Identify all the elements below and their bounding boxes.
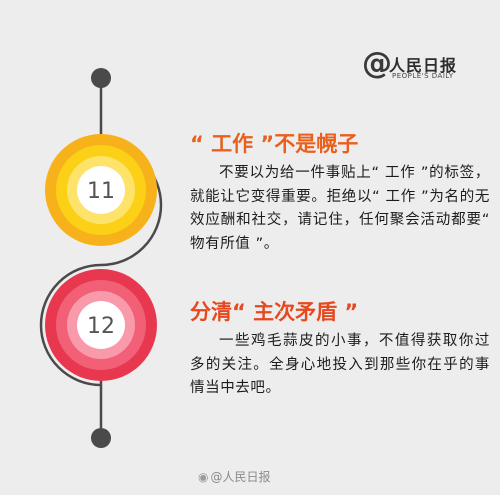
- timeline-dot-bottom: [91, 428, 111, 448]
- timeline-dot-top: [91, 68, 111, 88]
- item-11-body: 不要以为给一件事贴上“ 工作 ”的标签，就能让它变得重要。拒绝以“ 工作 ”为名…: [190, 165, 490, 252]
- weibo-icon: ◉: [198, 470, 209, 484]
- number-label-11: 11: [87, 179, 115, 204]
- number-label-12: 12: [87, 314, 115, 339]
- logo-at-symbol: @: [362, 46, 392, 81]
- weibo-watermark: ◉ @人民日报: [198, 468, 271, 485]
- number-badge-12: 12: [45, 269, 157, 381]
- number-badge-11: 11: [45, 134, 157, 246]
- item-11-heading: “ 工作 ”不是幌子: [190, 132, 359, 156]
- item-12-body: 一些鸡毛蒜皮的小事，不值得获取你过多的关注。全身心地投入到那些你在乎的事情当中去…: [190, 333, 490, 396]
- logo-subtitle: PEOPLE'S DAILY: [392, 72, 454, 80]
- item-12-heading: 分清“ 主次矛盾 ”: [190, 300, 359, 324]
- peoples-daily-logo: @ 人民日报 PEOPLE'S DAILY: [362, 46, 482, 86]
- logo-title: 人民日报: [389, 56, 458, 75]
- watermark-text: @人民日报: [210, 470, 271, 484]
